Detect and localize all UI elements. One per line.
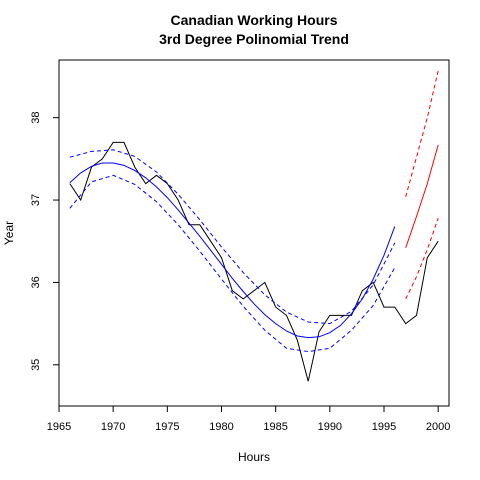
series-fit-upper-line xyxy=(69,149,396,325)
x-tick-label: 1975 xyxy=(155,421,179,433)
y-tick-label: 36 xyxy=(30,276,42,288)
x-tick-label: 1985 xyxy=(263,421,287,433)
y-tick-label: 38 xyxy=(30,112,42,124)
chart-title: Canadian Working Hours xyxy=(171,12,338,28)
y-tick-label: 37 xyxy=(30,194,42,206)
x-tick-label: 1980 xyxy=(209,421,233,433)
x-tick-label: 1970 xyxy=(101,421,125,433)
series-forecast-upper-line xyxy=(405,70,439,197)
x-tick-label: 1965 xyxy=(47,421,71,433)
x-tick-label: 1990 xyxy=(318,421,342,433)
y-axis-label: Year xyxy=(2,221,16,245)
y-tick-label: 35 xyxy=(30,359,42,371)
plot-frame xyxy=(58,59,450,407)
y-axis: 35 36 37 38 xyxy=(30,112,60,371)
x-tick-label: 2000 xyxy=(426,421,450,433)
x-axis: 1965 1970 1975 1980 1985 1990 1995 2000 xyxy=(47,405,450,433)
series-layer xyxy=(69,70,439,382)
series-forecast-lower-line xyxy=(405,218,439,300)
series-observed-line xyxy=(69,141,439,382)
series-fit-line xyxy=(69,162,396,339)
series-forecast-line xyxy=(405,144,439,248)
chart-subtitle: 3rd Degree Polinomial Trend xyxy=(159,31,349,47)
x-axis-label: Hours xyxy=(238,450,270,464)
x-tick-label: 1995 xyxy=(372,421,396,433)
series-fit-lower-line xyxy=(69,174,396,353)
